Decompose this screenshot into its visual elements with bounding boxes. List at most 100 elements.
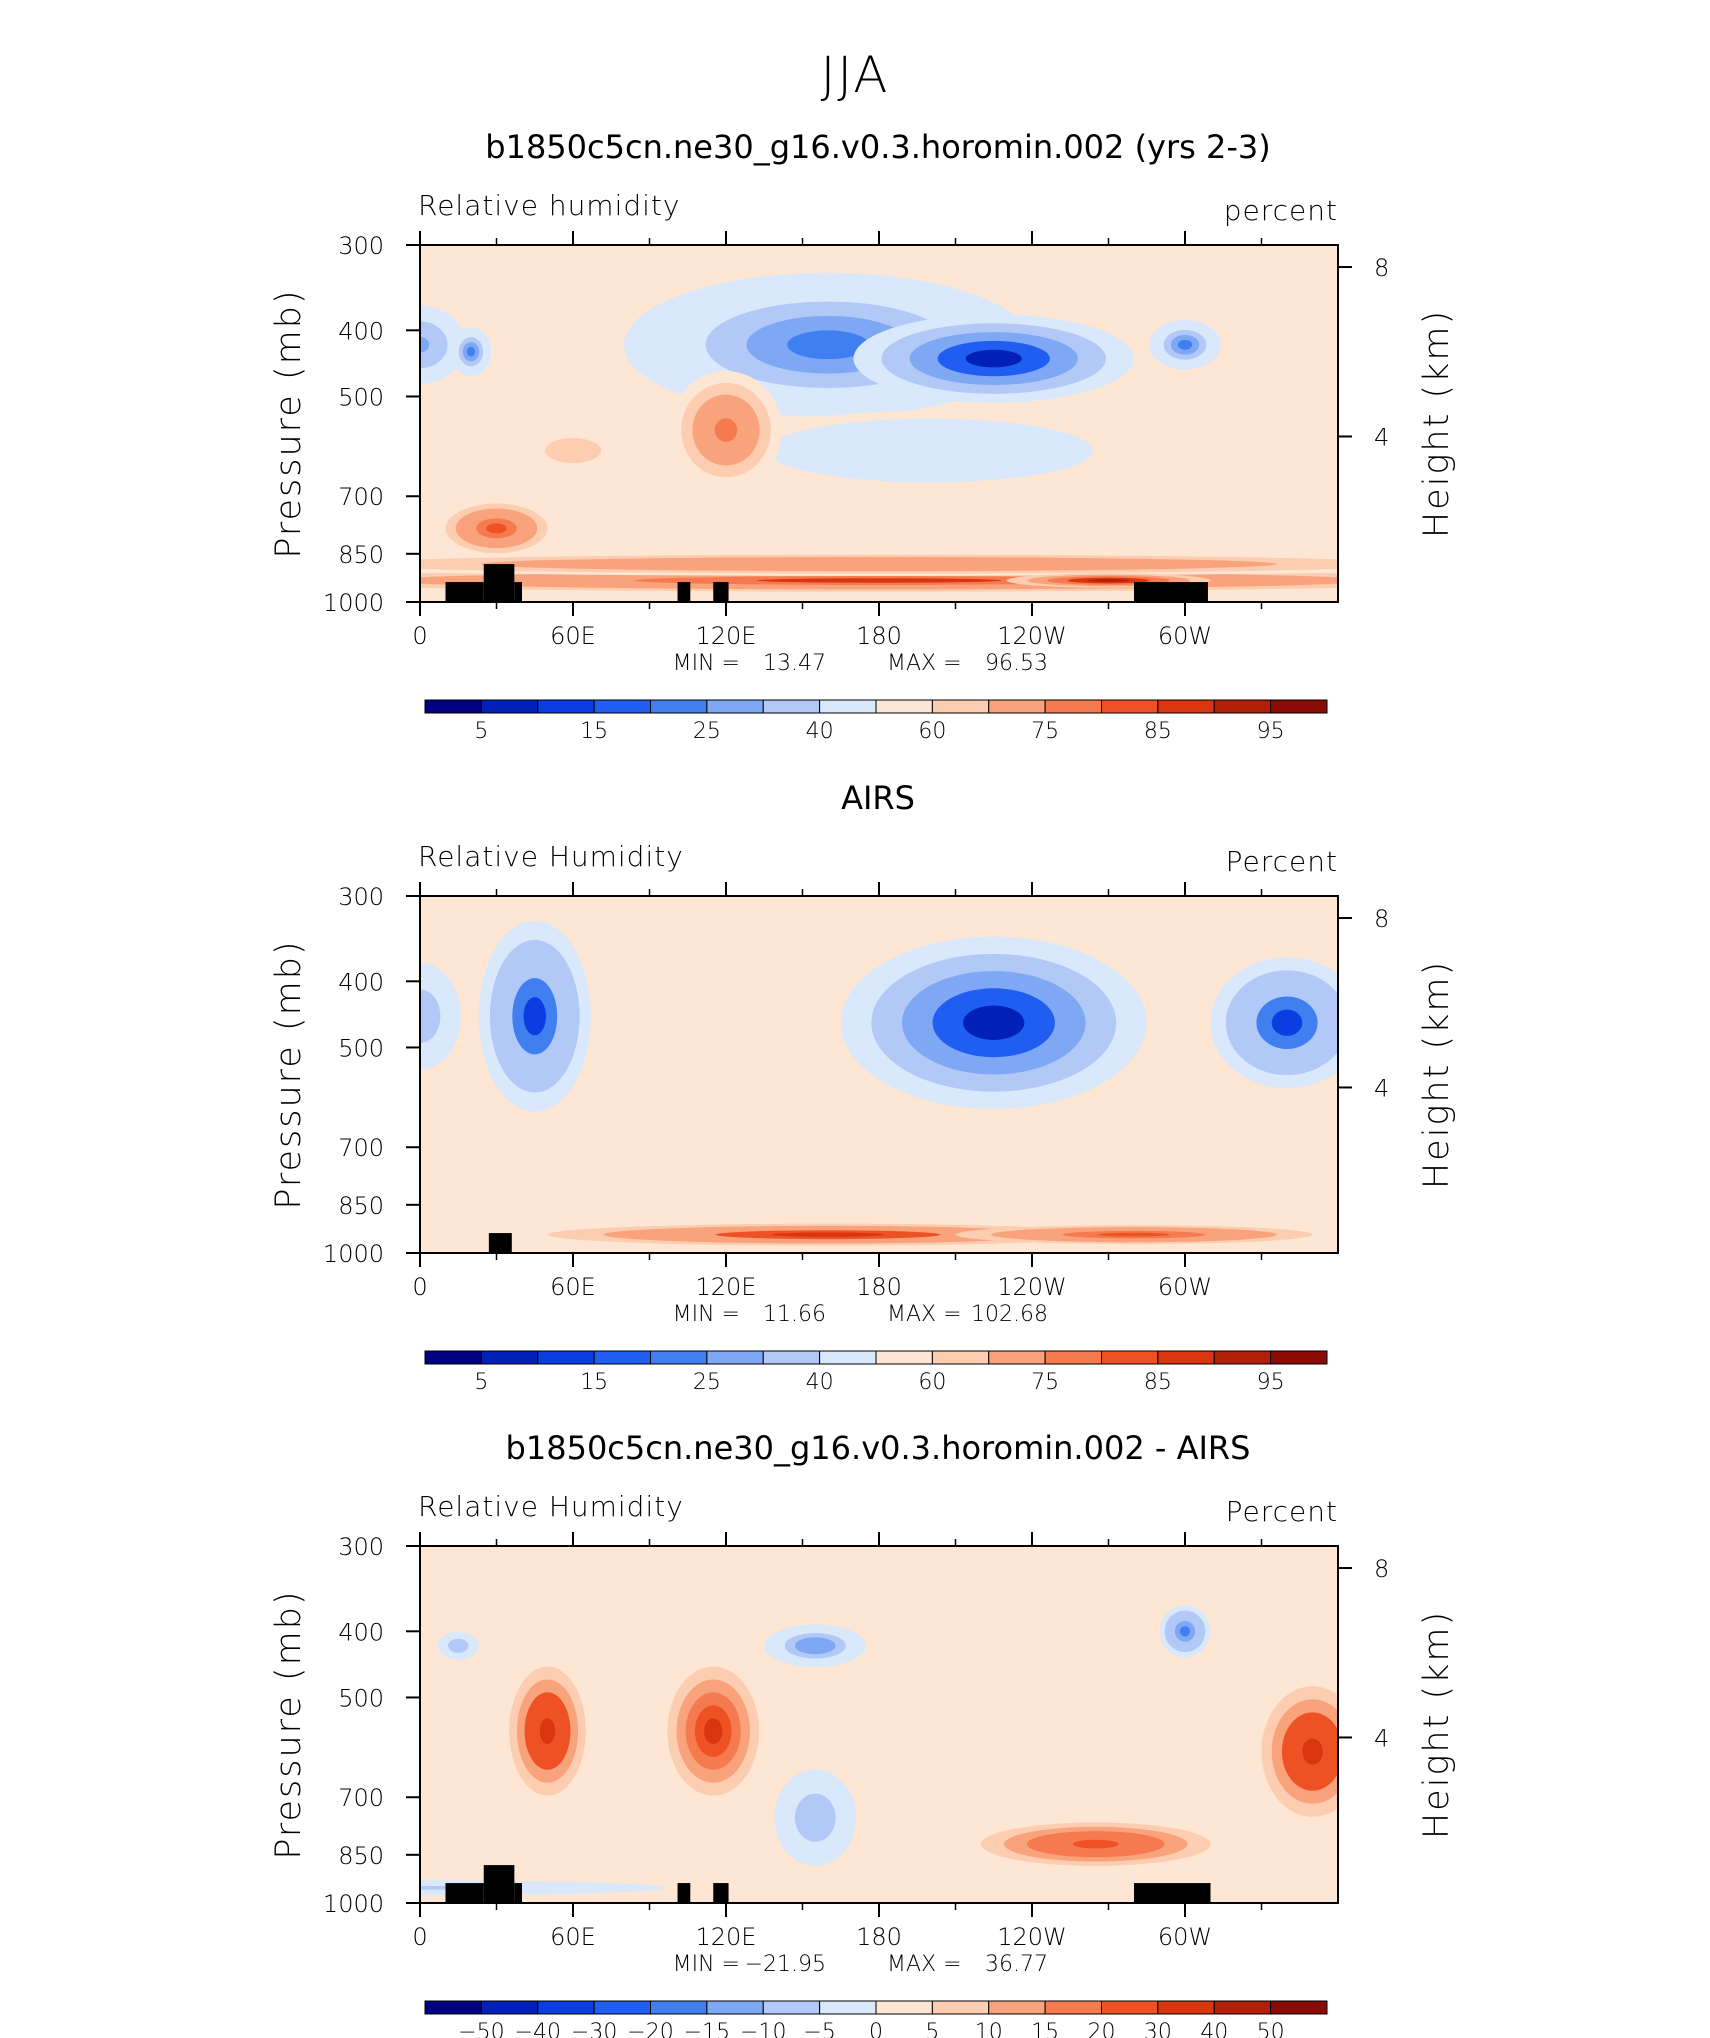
colorbar-label: 75 — [1031, 1370, 1059, 1395]
contour-band-4-5 — [805, 1805, 826, 1830]
colorbar-label: 15 — [580, 1370, 608, 1395]
colorbar-box — [480, 2000, 539, 2015]
x-tick-label: 120W — [997, 622, 1067, 650]
colorbar-box — [650, 699, 708, 714]
colorbar-label: −10 — [740, 2020, 786, 2038]
colorbar-box — [1270, 699, 1328, 714]
contour-band-2-5 — [523, 997, 546, 1036]
x-tick-label: 60W — [1158, 1923, 1212, 1951]
colorbar-label: −40 — [515, 2020, 561, 2038]
min-value: −21.95 — [745, 1952, 826, 1977]
x-tick-label: 120E — [696, 622, 757, 650]
contour-band-1-5 — [420, 1002, 431, 1030]
y-tick-label: 700 — [338, 1134, 384, 1162]
colorbar-box — [650, 1350, 708, 1365]
colorbar-box — [931, 2000, 990, 2015]
contour-band-1-5 — [420, 336, 430, 353]
colorbar-label: −30 — [571, 2020, 617, 2038]
max-value: 36.77 — [985, 1952, 1048, 1977]
contour-band-6-5 — [1177, 339, 1193, 350]
colorbar-box — [537, 2000, 595, 2015]
terrain-mask-2 — [483, 1865, 515, 1903]
colorbar-box — [650, 2000, 708, 2015]
contour-band-12-5 — [1088, 579, 1129, 582]
terrain-mask-1 — [445, 1883, 484, 1903]
y-tick-label: 700 — [338, 483, 384, 511]
panel-3: b1850c5cn.ne30_g16.v0.3.horomin.002 - AI… — [269, 1429, 1457, 2038]
colorbar-label: −20 — [627, 2020, 673, 2038]
colorbar-box — [593, 2000, 651, 2015]
terrain-mask-3 — [514, 1883, 522, 1903]
contour-band-7-5 — [544, 437, 602, 464]
left-string: Relative Humidity — [418, 840, 684, 873]
colorbar-box — [819, 699, 877, 714]
contour-band-9-5 — [486, 523, 507, 534]
colorbar-box — [931, 1350, 990, 1365]
colorbar-label: 5 — [925, 2020, 939, 2038]
contour-band-10-5 — [756, 578, 1002, 583]
colorbar-box — [1270, 2000, 1328, 2015]
contour-band-4-5 — [965, 349, 1022, 368]
x-tick-label: 60E — [550, 1923, 596, 1951]
terrain-mask-1 — [445, 582, 484, 602]
y-tick-label: 300 — [338, 883, 384, 911]
colorbar-box — [988, 1350, 1046, 1365]
colorbar-box — [1044, 1350, 1102, 1365]
max-value: 96.53 — [985, 651, 1048, 676]
contour-band-5-5 — [1072, 1839, 1119, 1849]
x-tick-label: 0 — [412, 1273, 427, 1301]
colorbar-box — [706, 2000, 764, 2015]
terrain-mask-6 — [1134, 1883, 1211, 1903]
right-tick-label: 4 — [1374, 1724, 1389, 1752]
right-string: Percent — [1226, 845, 1338, 878]
x-tick-label: 120E — [696, 1273, 757, 1301]
colorbar-label: 50 — [1257, 2020, 1285, 2038]
colorbar-box — [762, 699, 821, 714]
contour-band-4-5 — [1271, 1009, 1303, 1036]
colorbar-box — [1157, 699, 1215, 714]
x-tick-label: 60E — [550, 622, 596, 650]
contour-band-6-5 — [1302, 1738, 1323, 1765]
x-tick-label: 0 — [412, 1923, 427, 1951]
colorbar-box — [988, 2000, 1046, 2015]
min-label: MIN = — [673, 1302, 740, 1327]
colorbar-box — [424, 699, 482, 714]
right-string: Percent — [1226, 1495, 1338, 1528]
colorbar-box — [762, 2000, 821, 2015]
colorbar-label: 95 — [1257, 719, 1285, 744]
y-tick-label: 850 — [338, 541, 384, 569]
right-tick-label: 4 — [1374, 1074, 1389, 1102]
colorbar-label: −50 — [458, 2020, 504, 2038]
y-tick-label: 400 — [338, 317, 384, 345]
x-tick-label: 0 — [412, 622, 427, 650]
colorbar-box — [1044, 2000, 1102, 2015]
max-label: MAX = — [887, 651, 962, 676]
colorbar-box — [706, 1350, 764, 1365]
colorbar-label: 85 — [1144, 719, 1172, 744]
contour-field — [420, 245, 1338, 602]
colorbar-label: 30 — [1144, 2020, 1172, 2038]
min-value: 13.47 — [763, 651, 826, 676]
colorbar-label: 40 — [806, 719, 834, 744]
y-tick-label: 1000 — [323, 1240, 384, 1268]
x-tick-label: 60W — [1158, 622, 1212, 650]
colorbar-label: 5 — [474, 719, 488, 744]
contour-band-5-5 — [695, 1088, 757, 1115]
contour-band-3-5 — [787, 330, 869, 360]
y-tick-label: 850 — [338, 1842, 384, 1870]
y-tick-label: 850 — [338, 1192, 384, 1220]
colorbar-box — [875, 1350, 933, 1365]
left-string: Relative humidity — [418, 189, 680, 222]
colorbar-label: −15 — [684, 2020, 730, 2038]
x-tick-label: 180 — [856, 1273, 902, 1301]
panels: b1850c5cn.ne30_g16.v0.3.horomin.002 (yrs… — [269, 128, 1457, 2038]
terrain-mask-6 — [1134, 582, 1208, 602]
colorbar-box — [480, 699, 539, 714]
panel-title: AIRS — [841, 779, 915, 817]
max-value: 102.68 — [971, 1302, 1048, 1327]
colorbar-box — [1213, 2000, 1272, 2015]
colorbar-box — [762, 1350, 821, 1365]
min-label: MIN = — [673, 651, 740, 676]
colorbar-box — [593, 1350, 651, 1365]
